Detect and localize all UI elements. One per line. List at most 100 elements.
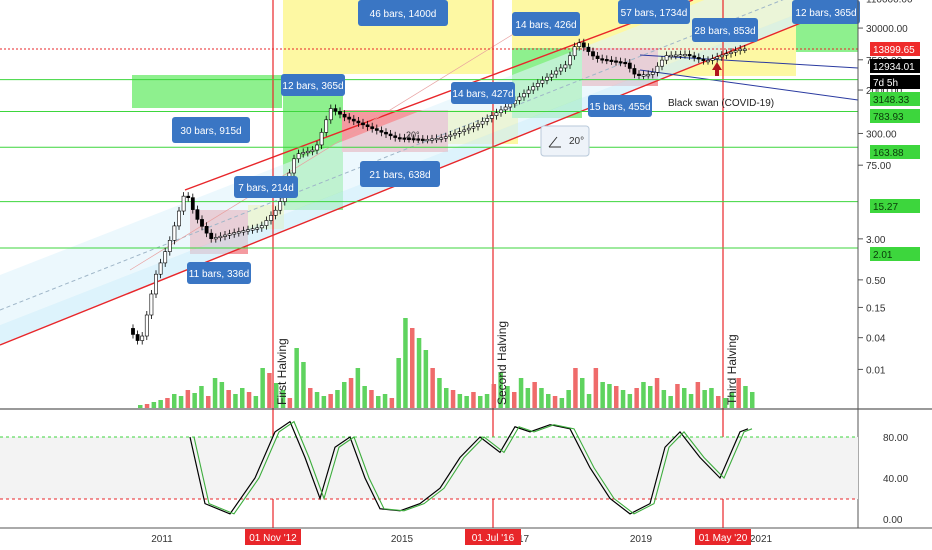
candle-body [241,230,246,233]
volume-bar [546,394,551,408]
candle-body [204,225,209,234]
candle-body [154,273,158,295]
volume-bar [158,400,163,408]
volume-bar [478,396,483,408]
range-label-box[interactable] [358,0,448,26]
candle-body [301,152,306,155]
range-label-box[interactable] [187,262,251,284]
range-label-box[interactable] [588,95,652,117]
volume-bar [641,382,646,408]
range-label-text: 14 bars, 427d [452,89,513,100]
candle-body [508,103,513,108]
candle-body [678,54,683,57]
volume-bar [505,386,510,408]
volume-bar [634,388,639,408]
candle-body [485,118,490,122]
time-tick-label: 2011 [151,534,173,545]
volume-bar [355,368,361,408]
range-label-box[interactable] [692,18,758,42]
candle-body [595,55,600,59]
candle-body [411,138,416,141]
volume-bar [586,394,592,408]
candle-body [374,128,379,131]
candle-body [305,150,310,154]
candle-body [733,50,738,53]
candle-body [604,59,609,62]
angle-label-small: 20° [406,130,420,140]
event-date-label: 01 Nov '12 [249,533,297,544]
zone-green-left [132,75,282,108]
range-label-text: 15 bars, 455d [589,102,650,113]
candle-body [402,137,407,140]
volume-bar [430,368,435,408]
volume-bar [212,378,218,408]
candle-body [342,113,347,118]
volume-bar [736,378,741,408]
range-label-box[interactable] [618,0,690,24]
candle-body [503,106,508,111]
volume-bar [580,378,585,408]
range-label-box[interactable] [792,0,860,24]
candle-body [163,251,168,264]
volume-bar [512,392,517,408]
volume-bars [138,318,755,408]
volume-bar [321,396,327,408]
range-label-text: 7 bars, 214d [238,183,294,194]
candle-body [558,67,563,72]
volume-bar [328,394,333,408]
volume-bar [382,394,388,408]
range-label-box[interactable] [451,82,515,104]
range-label-box[interactable] [360,161,440,187]
candle-body [264,220,269,226]
volume-bar [688,394,694,408]
candle-body [338,111,342,115]
time-tick-label: 2021 [750,534,773,545]
volume-bar [539,388,544,408]
candle-body [706,60,710,63]
price-tag-box [870,59,920,73]
angle-tool[interactable] [540,125,590,157]
price-tag-label: 163.88 [873,148,904,159]
candle-body [190,197,195,210]
volume-bar [722,398,728,408]
range-label-box[interactable] [234,176,298,198]
candle-body [563,64,568,69]
range-label-box[interactable] [172,117,250,143]
candle-body [356,120,361,124]
volume-bar [362,386,367,408]
volume-bar [648,386,653,408]
volume-bar [457,394,463,408]
candle-body [177,210,181,227]
volume-bar [675,384,680,408]
candle-body [742,48,747,51]
candle-body [425,139,430,142]
candle-body [535,83,540,87]
volume-bar [144,404,150,408]
candle-body [738,48,743,51]
volume-bar [267,373,272,408]
volume-bar [192,393,197,408]
candle-body [278,201,283,211]
candle-body [614,60,618,63]
volume-bar [233,394,238,408]
candle-body [637,73,641,76]
event-date-box [245,529,301,545]
range-label-box[interactable] [281,74,345,96]
price-tag-label: 7d 5h [873,78,898,89]
candle-body [144,314,149,337]
price-tag-label: 3148.33 [873,95,910,106]
range-label-box[interactable] [512,12,580,36]
candle-body [379,130,384,133]
candle-body [453,133,457,136]
candle-body [255,227,260,230]
volume-bar [464,396,469,408]
volume-bar [566,390,571,408]
candle-body [209,232,214,239]
candle-body [683,54,687,57]
candle-body [710,58,715,61]
price-tag-box [870,109,920,123]
candle-body [627,62,632,69]
channel-upper-line [184,0,694,191]
volume-bar [498,372,503,408]
